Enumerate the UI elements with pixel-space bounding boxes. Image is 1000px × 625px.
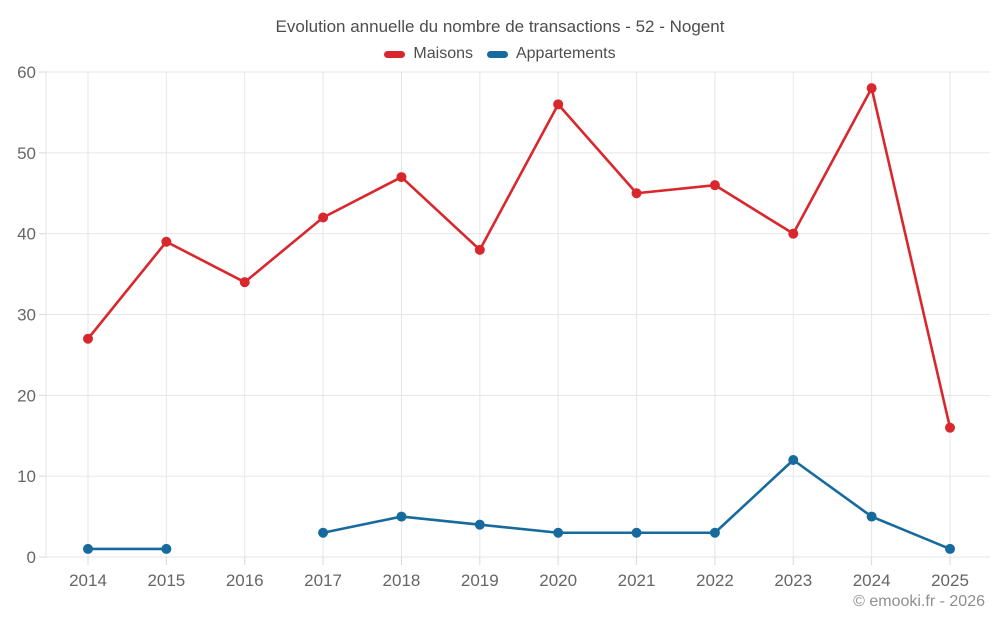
y-axis-label: 0 [27,548,36,567]
chart-title: Evolution annuelle du nombre de transact… [275,17,725,36]
maisons-data-point[interactable] [396,172,407,183]
y-axis-label: 10 [17,467,36,486]
copyright-text: © emooki.fr - 2026 [853,593,985,610]
x-axis-label: 2024 [853,571,891,590]
x-axis-label: 2014 [69,571,107,590]
appartements-data-point[interactable] [631,527,642,538]
appartements-data-point[interactable] [474,519,485,530]
maisons-data-point[interactable] [631,188,642,199]
maisons-data-point[interactable] [474,244,485,255]
maisons-data-point[interactable] [553,99,564,110]
x-axis-label: 2015 [147,571,185,590]
appartements-data-point[interactable] [709,527,720,538]
maisons-series-swatch-icon [384,50,406,58]
x-axis-label: 2025 [931,571,969,590]
x-axis-label: 2022 [696,571,734,590]
appartements-data-point[interactable] [396,511,407,522]
appartements-data-point[interactable] [788,455,799,465]
y-axis-label: 20 [17,386,36,405]
maisons-data-point[interactable] [239,277,250,288]
y-axis-label: 60 [17,63,36,82]
appartements-data-point[interactable] [161,543,172,554]
x-axis-label: 2016 [226,571,264,590]
maisons-data-point[interactable] [83,333,93,344]
y-axis-label: 50 [17,144,36,163]
appartements-data-point[interactable] [553,527,564,538]
legend-label-maisons: Maisons [413,45,473,62]
y-axis-label: 30 [17,306,36,325]
maisons-line [86,86,952,429]
appartements-data-point[interactable] [945,543,955,554]
x-axis-label: 2020 [539,571,577,590]
appartements-series-swatch-icon [486,50,508,58]
appartements-data-point[interactable] [866,511,877,522]
legend-item-maisons[interactable]: Maisons [384,45,473,63]
appartements-data-point[interactable] [318,527,329,538]
legend-item-appartements[interactable]: Appartements [486,45,616,63]
y-axis-label: 40 [17,225,36,244]
x-axis-label: 2023 [774,571,812,590]
maisons-data-point[interactable] [945,422,955,433]
appartements-data-point[interactable] [83,543,93,554]
maisons-data-point[interactable] [709,180,720,191]
chart-legend: Maisons Appartements [0,45,1000,63]
legend-label-appartements: Appartements [515,45,616,62]
x-axis-label: 2021 [618,571,656,590]
x-axis-label: 2017 [304,571,342,590]
maisons-data-point[interactable] [866,83,877,94]
x-axis-label: 2019 [461,571,499,590]
maisons-data-point[interactable] [161,236,172,247]
maisons-data-point[interactable] [318,212,329,223]
x-axis-label: 2018 [383,571,421,590]
maisons-data-point[interactable] [788,228,799,239]
